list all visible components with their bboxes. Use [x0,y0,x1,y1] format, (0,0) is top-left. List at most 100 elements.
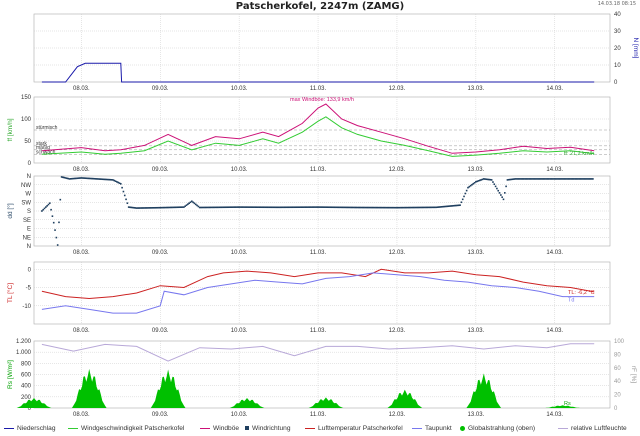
direction-point [130,206,133,209]
direction-point [401,206,404,209]
direction-point [389,206,392,209]
direction-point [373,206,376,209]
direction-point [76,177,79,180]
direction-point [367,206,369,209]
direction-point [297,206,300,209]
direction-point [169,206,172,209]
direction-point [540,178,543,180]
direction-point [404,206,406,209]
y-tick-label: 50 [24,139,31,145]
y2-tick-label: 100 [614,339,625,345]
y-tick-label: 400 [21,384,32,390]
legend-item-direction[interactable]: Windrichtung [245,425,290,432]
y-tick-label: NE [23,235,31,241]
legend-item-precip[interactable]: Niederschlag [4,425,55,432]
direction-point [300,206,302,208]
direction-point [227,206,230,209]
legend-item-temp[interactable]: Lufttemperatur Patscherkofel [305,425,403,432]
direction-point [272,206,275,209]
direction-point [484,178,486,180]
direction-point [311,206,314,208]
end-label: Rs [564,401,571,407]
y-axis-label: N [mm] [632,38,639,59]
direction-point [106,178,109,181]
direction-point [290,206,293,209]
direction-point [490,179,493,181]
direction-point [223,206,226,209]
direction-point [197,205,200,208]
direction-point [586,178,589,180]
direction-point [233,206,235,208]
direction-point [87,177,89,180]
direction-point [492,181,494,183]
direction-point [202,206,205,209]
direction-point [590,178,593,180]
direction-point [494,185,497,188]
direction-point [244,206,247,208]
wind-class-label: stark [36,141,47,147]
x-tick-label: 11.03. [310,167,327,173]
direction-point [543,178,546,180]
legend-item-gust[interactable]: Windböe [200,425,239,432]
direction-point [154,206,156,209]
direction-point [377,206,380,209]
direction-point [102,178,105,181]
direction-point [481,178,484,181]
y-tick-label: 100 [21,117,32,123]
direction-point [334,206,336,209]
direction-point [265,206,268,209]
direction-point [127,206,130,208]
y-tick-label: 0 [28,161,32,167]
direction-point [393,206,396,209]
y-tick-label: SW [21,200,31,206]
direction-point [564,178,567,180]
x-tick-label: 08.03. [73,250,90,256]
direction-point [431,206,434,209]
direction-point [485,178,488,181]
direction-point [309,206,311,208]
x-tick-label: 12.03. [389,250,406,256]
y-tick-label: 800 [21,361,32,367]
direction-point [333,206,335,209]
y-tick-label: 1.200 [16,339,32,345]
direction-point [577,178,580,180]
direction-point [396,206,398,209]
legend-item-dew[interactable]: Taupunkt [412,425,452,432]
direction-point [460,201,463,204]
direction-point [447,205,450,208]
legend-label: Taupunkt [425,425,452,432]
x-tick-label: 08.03. [73,412,90,418]
y-tick-label: 200 [21,395,32,401]
direction-point [79,177,81,179]
direction-point [95,178,97,180]
direction-point [551,178,553,180]
direction-point [209,206,212,209]
direction-point [146,207,148,209]
legend-swatch [245,426,249,431]
direction-point [267,206,269,209]
direction-point [422,206,425,209]
direction-point [468,185,471,188]
y2-axis-label: rF [%] [630,366,637,384]
direction-point [327,206,330,209]
direction-point [89,177,92,180]
direction-point [289,206,292,209]
legend-item-radiation[interactable]: Globalstrahlung (oben) [460,425,535,432]
legend-item-wind[interactable]: Windgeschwindigkeit Patscherkofel [68,425,184,432]
radiation-area [545,405,580,408]
legend-item-humidity[interactable]: relative Luftfeuchte [558,425,627,432]
direction-point [62,176,64,179]
direction-point [50,208,52,211]
direction-point [41,210,43,212]
direction-point [276,206,279,209]
direction-point [572,178,574,180]
direction-point [88,177,91,180]
direction-point [116,181,118,183]
direction-point [568,178,571,180]
direction-point [264,206,267,209]
direction-point [376,206,379,209]
direction-point [101,178,104,181]
direction-point [535,178,538,180]
direction-point [521,178,523,180]
direction-point [588,178,590,180]
